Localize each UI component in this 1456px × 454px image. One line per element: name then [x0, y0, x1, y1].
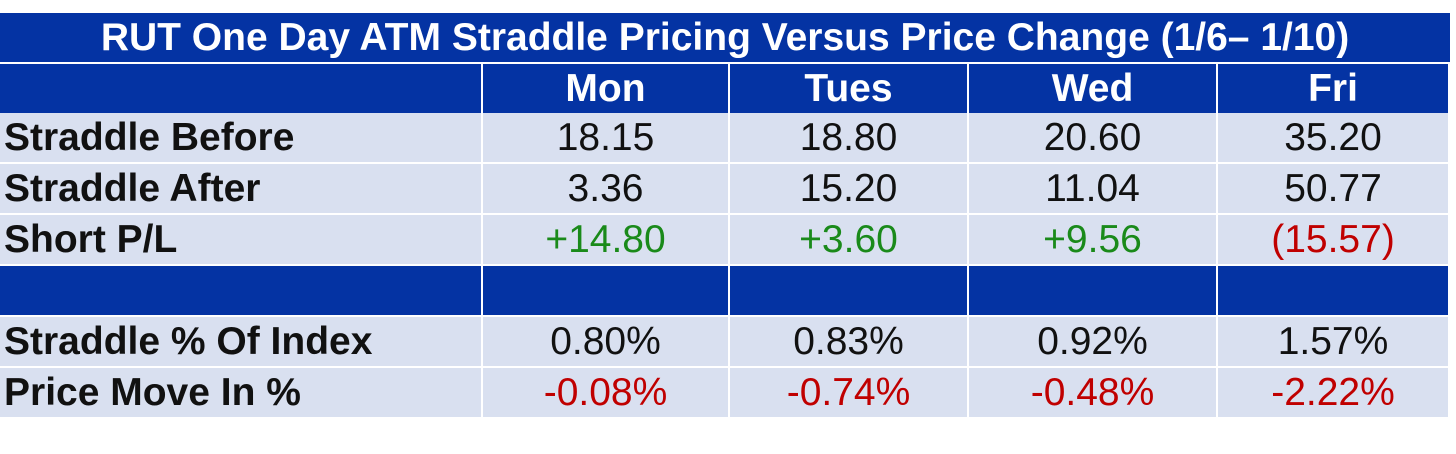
table-cell: 0.80% [483, 317, 730, 368]
header-cell-wed: Wed [969, 64, 1218, 113]
header-cell-mon: Mon [483, 64, 730, 113]
table-cell: 18.80 [730, 113, 969, 164]
spacer-cell [0, 266, 483, 317]
table-cell-negative: -0.74% [730, 368, 969, 419]
table-title: RUT One Day ATM Straddle Pricing Versus … [0, 13, 1451, 64]
spacer-cell [969, 266, 1218, 317]
header-row: Mon Tues Wed Fri [0, 64, 1451, 113]
table-cell: 20.60 [969, 113, 1218, 164]
spacer-cell [483, 266, 730, 317]
row-label: Price Move In % [0, 368, 483, 419]
table-cell-positive: +3.60 [730, 215, 969, 266]
spacer-cell [730, 266, 969, 317]
table-cell-negative: -0.08% [483, 368, 730, 419]
table-cell: 0.92% [969, 317, 1218, 368]
table-row-price-move: Price Move In % -0.08% -0.74% -0.48% -2.… [0, 368, 1451, 419]
straddle-table: RUT One Day ATM Straddle Pricing Versus … [0, 13, 1451, 419]
row-label: Straddle After [0, 164, 483, 215]
table-cell: 1.57% [1218, 317, 1451, 368]
table-cell: 15.20 [730, 164, 969, 215]
table-cell: 0.83% [730, 317, 969, 368]
table-cell: 50.77 [1218, 164, 1451, 215]
table-row-short-pl: Short P/L +14.80 +3.60 +9.56 (15.57) [0, 215, 1451, 266]
table-cell: 35.20 [1218, 113, 1451, 164]
table-cell-negative: -0.48% [969, 368, 1218, 419]
table-row-straddle-before: Straddle Before 18.15 18.80 20.60 35.20 [0, 113, 1451, 164]
table-cell: 11.04 [969, 164, 1218, 215]
header-cell-empty [0, 64, 483, 113]
row-label: Short P/L [0, 215, 483, 266]
table-cell-positive: +14.80 [483, 215, 730, 266]
row-label: Straddle % Of Index [0, 317, 483, 368]
table-cell-negative: -2.22% [1218, 368, 1451, 419]
spacer-cell [1218, 266, 1451, 317]
title-row: RUT One Day ATM Straddle Pricing Versus … [0, 13, 1451, 64]
spacer-row [0, 266, 1451, 317]
table-cell: 18.15 [483, 113, 730, 164]
table-cell-negative: (15.57) [1218, 215, 1451, 266]
table-row-straddle-pct-index: Straddle % Of Index 0.80% 0.83% 0.92% 1.… [0, 317, 1451, 368]
table-cell: 3.36 [483, 164, 730, 215]
table-cell-positive: +9.56 [969, 215, 1218, 266]
header-cell-tues: Tues [730, 64, 969, 113]
header-cell-fri: Fri [1218, 64, 1451, 113]
row-label: Straddle Before [0, 113, 483, 164]
table-row-straddle-after: Straddle After 3.36 15.20 11.04 50.77 [0, 164, 1451, 215]
